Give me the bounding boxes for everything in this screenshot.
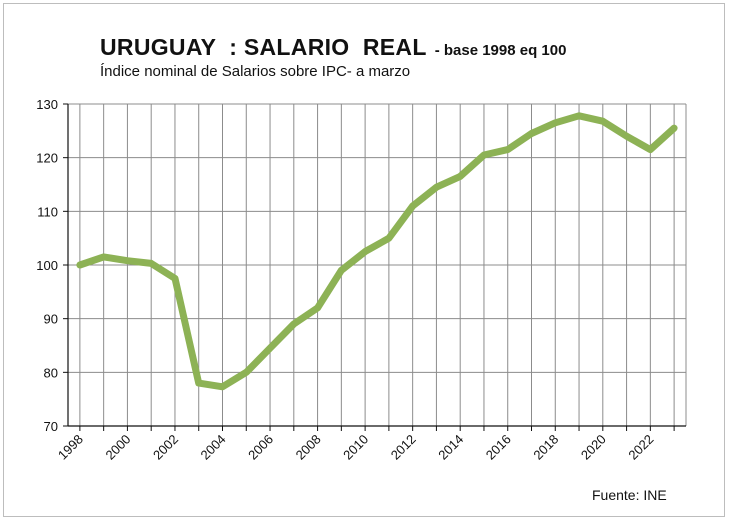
data-point [388,237,390,239]
data-point [174,277,176,279]
data-point [126,260,128,262]
x-tick-label: 2006 [245,432,276,463]
data-point [531,133,532,135]
x-tick-label: 1998 [55,432,86,463]
y-tick-label: 110 [37,204,58,219]
x-tick-label: 2022 [625,432,656,463]
data-point [103,256,105,258]
x-tick-labels: 1998 2000 2002 2004 2006 2008 2010 2012 2014 2016… [55,432,657,463]
x-tick-label: 2004 [198,432,229,463]
y-tick-label: 70 [44,419,58,434]
data-point [578,115,580,117]
data-point [79,264,81,266]
axes [63,103,686,431]
data-point [673,127,675,129]
data-point [649,149,651,151]
x-tick-label: 2008 [293,432,324,463]
x-tick-label: 2018 [530,432,561,463]
y-tick-label: 120 [36,151,58,166]
data-point [198,382,200,384]
y-tick-label: 80 [44,365,58,380]
y-tick-labels: 70 80 90 100 110 120 130 [36,97,58,434]
x-tick-label: 2014 [435,432,466,463]
data-point [222,386,223,388]
data-point [269,347,271,349]
series-layer [76,112,678,391]
data-point [483,154,485,156]
x-tick-label: 2012 [388,432,419,463]
source-note: Fuente: INE [592,487,667,503]
series-line [76,112,678,391]
data-point [245,371,247,373]
y-tick-label: 100 [36,258,58,273]
data-point [293,323,295,325]
data-point [507,149,509,151]
data-point [626,135,628,137]
y-tick-label: 130 [36,97,58,112]
x-tick-label: 2000 [102,432,133,463]
title-suffix: - base 1998 eq 100 [434,42,567,59]
y-tick-label: 90 [44,312,58,327]
data-point [340,269,342,271]
chart-subtitle: Índice nominal de Salarios sobre IPC- a … [100,63,411,80]
data-point [412,205,414,207]
x-tick-label: 2020 [578,432,609,463]
grid [68,103,687,427]
data-point [317,307,319,309]
x-tick-label: 2010 [340,432,371,463]
chart-title: URUGUAY : SALARIO REAL - base 1998 eq 100 [100,34,566,61]
data-point [459,175,461,177]
x-tick-label: 2016 [483,432,514,463]
data-point [435,186,437,188]
title-main: URUGUAY : SALARIO REAL [100,34,427,60]
data-point [602,120,604,122]
data-point [554,122,556,124]
data-point [364,251,366,253]
data-point [150,262,152,264]
x-tick-label: 2002 [150,432,181,463]
